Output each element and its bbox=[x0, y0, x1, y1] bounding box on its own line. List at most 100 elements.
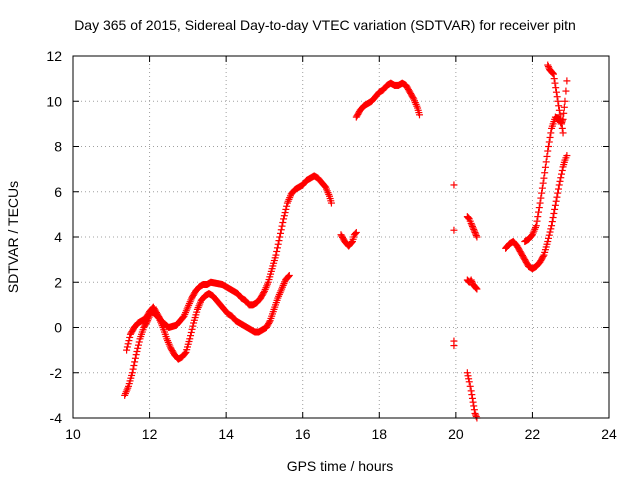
data-point bbox=[543, 152, 551, 160]
data-point bbox=[469, 398, 477, 406]
data-point bbox=[281, 209, 289, 217]
data-point bbox=[133, 347, 141, 355]
series-curve-b bbox=[123, 172, 335, 354]
data-point bbox=[547, 225, 555, 233]
data-point bbox=[125, 337, 133, 345]
data-point bbox=[538, 189, 546, 197]
data-point bbox=[554, 189, 562, 197]
data-point bbox=[466, 382, 474, 390]
data-point bbox=[272, 251, 280, 259]
x-tick-label: 12 bbox=[142, 426, 158, 442]
data-point bbox=[468, 394, 476, 402]
data-point bbox=[186, 335, 194, 343]
chart-title: Day 365 of 2015, Sidereal Day-to-day VTE… bbox=[74, 17, 576, 33]
x-tick-label: 16 bbox=[295, 426, 311, 442]
data-point bbox=[539, 252, 547, 260]
data-point bbox=[541, 163, 549, 171]
data-point bbox=[409, 94, 417, 102]
data-point bbox=[280, 212, 288, 220]
data-point bbox=[469, 224, 477, 232]
y-tick-label: 8 bbox=[54, 139, 62, 155]
data-point bbox=[473, 285, 481, 293]
data-point bbox=[552, 84, 560, 92]
data-point bbox=[549, 69, 557, 77]
data-point bbox=[548, 69, 556, 77]
data-point bbox=[546, 133, 554, 141]
data-point bbox=[562, 87, 570, 95]
data-point bbox=[276, 233, 284, 241]
data-point bbox=[265, 318, 273, 326]
data-point bbox=[563, 152, 571, 160]
data-point bbox=[533, 217, 541, 225]
data-point bbox=[468, 221, 476, 229]
data-point bbox=[450, 181, 458, 189]
data-point bbox=[282, 205, 290, 213]
data-point bbox=[544, 61, 552, 69]
data-points bbox=[121, 61, 571, 422]
data-point bbox=[548, 218, 556, 226]
x-tick-label: 20 bbox=[448, 426, 464, 442]
data-point bbox=[278, 222, 286, 230]
x-axis-label: GPS time / hours bbox=[287, 458, 394, 474]
data-point bbox=[552, 197, 560, 205]
data-point bbox=[280, 215, 288, 223]
data-point bbox=[544, 238, 552, 246]
data-point bbox=[551, 201, 559, 209]
y-tick-label: 10 bbox=[46, 93, 62, 109]
data-point bbox=[472, 231, 480, 239]
data-point bbox=[450, 226, 458, 234]
data-point bbox=[123, 343, 131, 351]
data-point bbox=[464, 213, 472, 221]
data-point bbox=[415, 111, 423, 119]
data-point bbox=[283, 202, 291, 210]
data-point bbox=[554, 97, 562, 105]
data-point bbox=[189, 322, 197, 330]
data-point bbox=[555, 181, 563, 189]
data-point bbox=[274, 240, 282, 248]
data-point bbox=[285, 271, 293, 279]
data-point bbox=[327, 199, 335, 207]
series-curve-f bbox=[502, 152, 571, 273]
data-point bbox=[537, 194, 545, 202]
data-point bbox=[552, 88, 560, 96]
data-point bbox=[544, 147, 552, 155]
data-point bbox=[130, 362, 138, 370]
data-point bbox=[540, 174, 548, 182]
y-axis-label: SDTVAR / TECUs bbox=[5, 181, 21, 293]
data-point bbox=[351, 230, 359, 238]
data-point bbox=[134, 341, 142, 349]
y-tick-label: 0 bbox=[54, 320, 62, 336]
data-point bbox=[135, 338, 143, 346]
data-point bbox=[131, 358, 139, 366]
data-point bbox=[545, 138, 553, 146]
data-point bbox=[555, 102, 563, 110]
data-point bbox=[472, 284, 480, 292]
data-point bbox=[545, 231, 553, 239]
series-curve-c bbox=[337, 228, 360, 250]
data-point bbox=[131, 354, 139, 362]
data-point bbox=[545, 143, 553, 150]
data-point bbox=[541, 169, 549, 177]
data-point bbox=[352, 228, 360, 236]
data-point bbox=[467, 276, 475, 284]
data-point bbox=[472, 284, 480, 292]
data-point bbox=[348, 238, 356, 246]
data-point bbox=[464, 372, 472, 380]
series-curve-d bbox=[352, 79, 423, 121]
data-point bbox=[468, 277, 476, 285]
data-point bbox=[538, 184, 546, 192]
data-point bbox=[273, 247, 281, 255]
x-tick-label: 22 bbox=[525, 426, 541, 442]
data-point bbox=[273, 244, 281, 252]
data-point bbox=[124, 340, 132, 348]
data-point bbox=[548, 222, 556, 230]
data-point bbox=[260, 289, 268, 297]
data-point bbox=[472, 412, 480, 420]
data-point bbox=[188, 325, 196, 333]
data-point bbox=[549, 70, 557, 78]
data-point bbox=[465, 214, 473, 222]
data-point bbox=[187, 332, 195, 340]
y-tick-label: 4 bbox=[54, 229, 62, 245]
data-point bbox=[559, 129, 567, 137]
